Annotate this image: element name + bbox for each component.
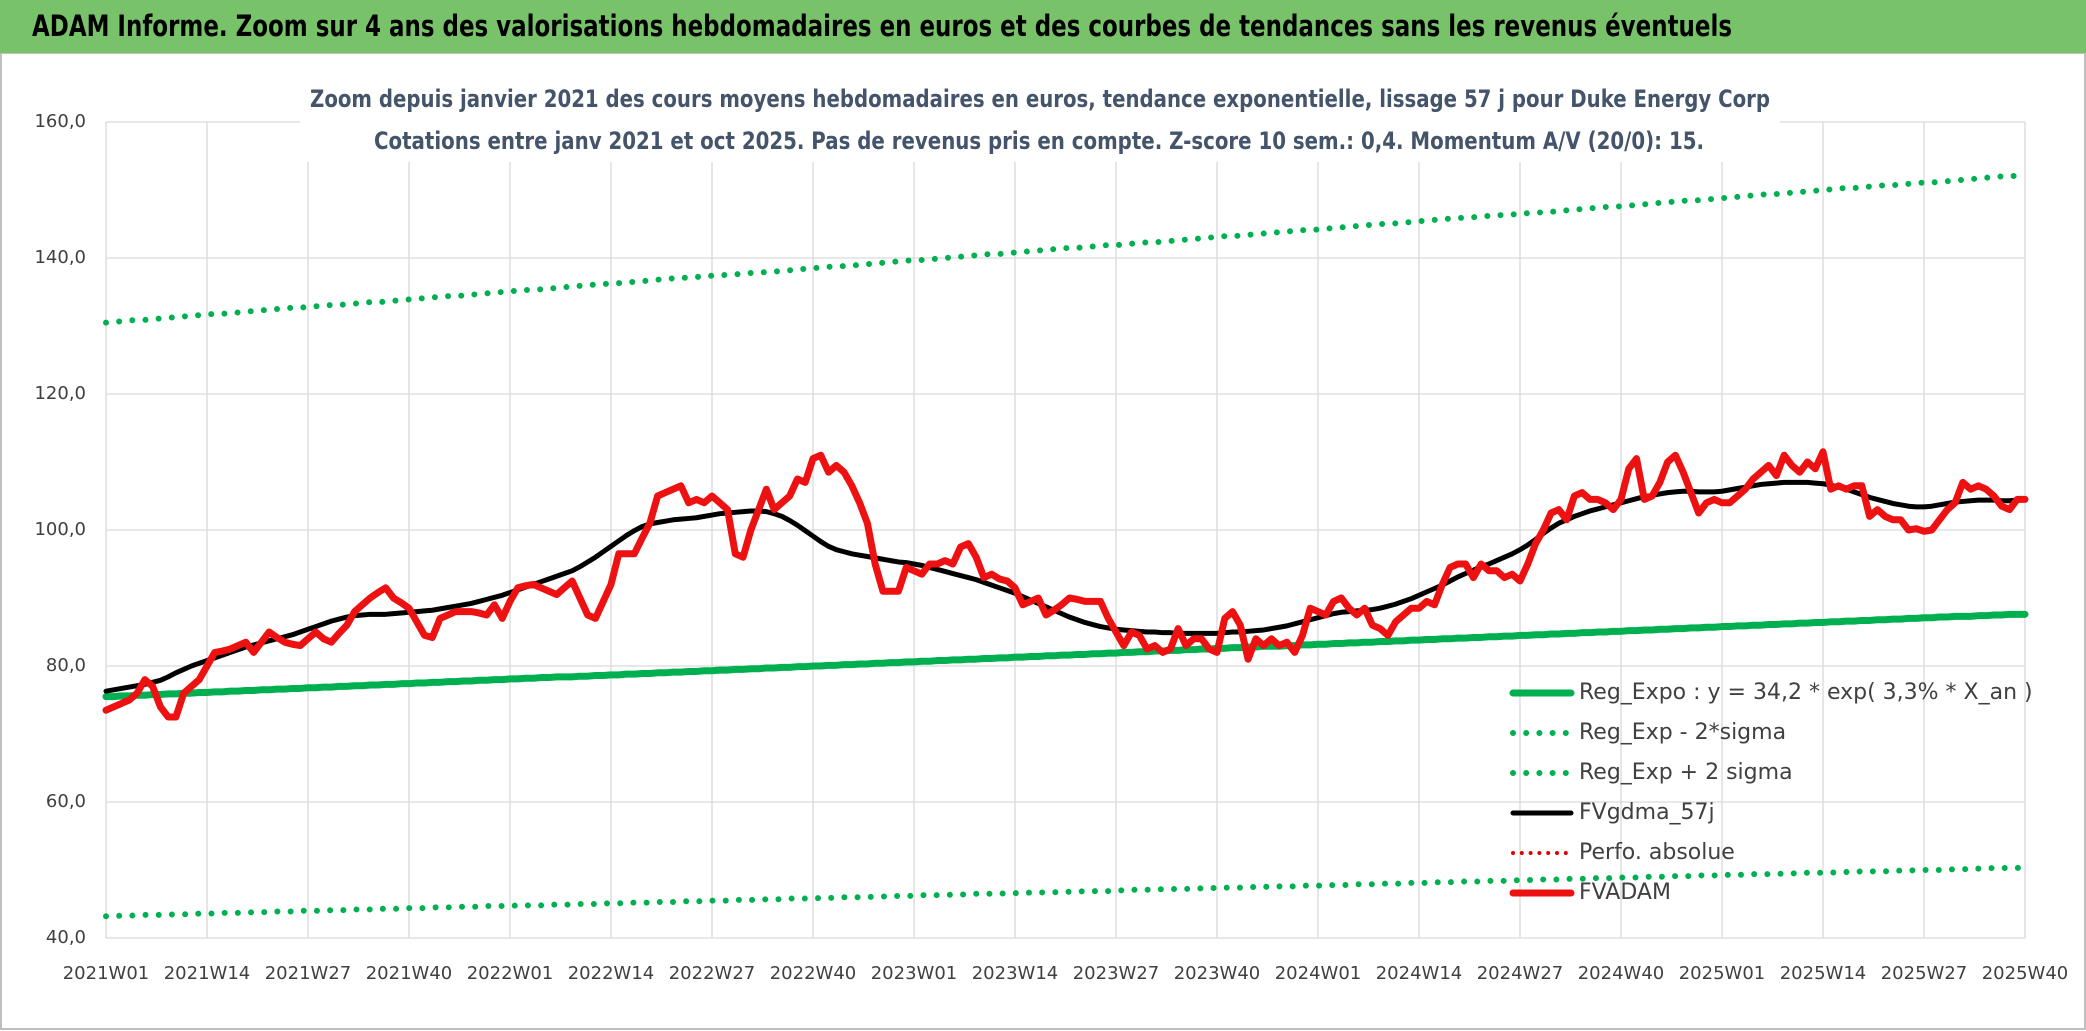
y-tick-label: 160,0 xyxy=(34,111,86,132)
x-tick-label: 2021W01 xyxy=(63,963,150,984)
series-line xyxy=(103,172,2028,326)
x-tick-label: 2022W40 xyxy=(770,963,857,984)
legend-label: Reg_Expo : y = 34,2 * exp( 3,3% * X_an ) xyxy=(1579,680,2033,705)
legend-label: Reg_Exp + 2 sigma xyxy=(1579,760,1793,785)
grid-layer: 40,0 60,0 80,0 100,0 120,0 140,0 160,0 2021W01 2… xyxy=(34,111,2068,984)
legend-label: Reg_Exp - 2*sigma xyxy=(1579,720,1786,745)
x-tick-label: 2025W27 xyxy=(1881,963,1968,984)
x-tick-label: 2025W01 xyxy=(1679,963,1766,984)
header-band xyxy=(0,0,2086,53)
x-tick-label: 2025W14 xyxy=(1780,963,1867,984)
y-tick-label: 120,0 xyxy=(34,383,86,404)
x-tick-label: 2021W40 xyxy=(366,963,453,984)
x-tick-label: 2024W14 xyxy=(1376,963,1463,984)
series-line xyxy=(103,479,2028,694)
y-tick-label: 60,0 xyxy=(46,791,86,812)
x-tick-label: 2022W01 xyxy=(467,963,554,984)
x-tick-label: 2024W01 xyxy=(1275,963,1362,984)
x-tick-label: 2023W14 xyxy=(972,963,1059,984)
legend-label: Perfo. absolue xyxy=(1579,840,1735,865)
x-tick-label: 2021W27 xyxy=(265,963,352,984)
x-tick-label: 2023W27 xyxy=(1073,963,1160,984)
y-tick-label: 100,0 xyxy=(34,519,86,540)
x-tick-label: 2023W01 xyxy=(871,963,958,984)
chart-frame xyxy=(0,52,2086,1030)
y-tick-label: 140,0 xyxy=(34,247,86,268)
legend-label: FVgdma_57j xyxy=(1579,800,1715,825)
subtitle-background xyxy=(300,82,1780,162)
series-line xyxy=(102,610,2029,701)
x-tick-label: 2023W40 xyxy=(1174,963,1261,984)
line-layer xyxy=(102,172,2029,920)
x-tick-label: 2021W14 xyxy=(164,963,251,984)
y-tick-label: 40,0 xyxy=(46,927,86,948)
series-line xyxy=(102,448,2029,721)
subtitle: Cotations entre janv 2021 et oct 2025. P… xyxy=(374,127,1704,155)
y-tick-label: 80,0 xyxy=(46,655,86,676)
x-tick-label: 2022W27 xyxy=(669,963,756,984)
x-tick-label: 2025W40 xyxy=(1982,963,2069,984)
x-tick-label: 2024W27 xyxy=(1477,963,1564,984)
subtitle: Zoom depuis janvier 2021 des cours moyen… xyxy=(310,85,1770,113)
chart-title: ADAM Informe. Zoom sur 4 ans des valoris… xyxy=(32,9,1732,43)
x-tick-label: 2024W40 xyxy=(1578,963,1665,984)
x-tick-label: 2022W14 xyxy=(568,963,655,984)
legend-label: FVADAM xyxy=(1579,880,1671,905)
legend: Reg_Expo : y = 34,2 * exp( 3,3% * X_an )… xyxy=(1509,680,2033,905)
